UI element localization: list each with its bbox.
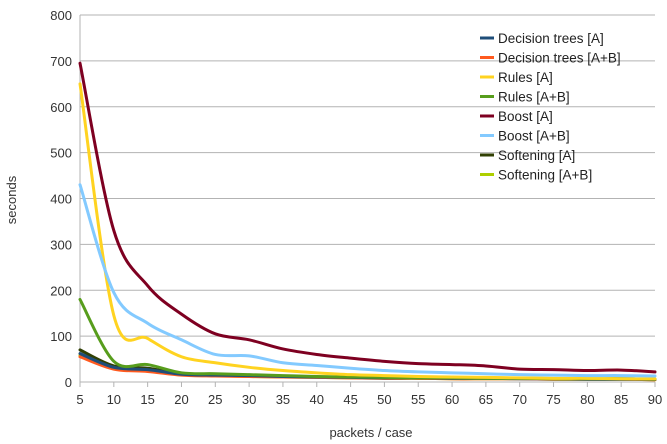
x-tick-label: 30 <box>242 392 256 407</box>
legend-entry-1: Decision trees [A+B] <box>498 51 621 66</box>
x-tick-label: 5 <box>76 392 83 407</box>
x-tick-label: 80 <box>580 392 594 407</box>
x-tick-labels: 5 10 15 20 25 30 35 40 45 50 55 60 65 70 75 80 85 90 <box>76 392 662 407</box>
y-tick-label: 300 <box>50 237 72 252</box>
legend-entry-2: Rules [A] <box>498 70 553 85</box>
x-tick-label: 85 <box>614 392 628 407</box>
x-tick-label: 90 <box>648 392 662 407</box>
y-tick-label: 400 <box>50 192 72 207</box>
x-axis-label: packets / case <box>329 425 412 440</box>
legend: Decision trees [A] Decision trees [A+B] Ru… <box>480 31 621 183</box>
x-tick-label: 35 <box>276 392 290 407</box>
legend-entry-3: Rules [A+B] <box>498 90 570 105</box>
series-line-5 <box>78 183 657 378</box>
x-tick-label: 40 <box>310 392 324 407</box>
series-line-2 <box>78 82 657 381</box>
x-tick-label: 70 <box>512 392 526 407</box>
legend-entry-0: Decision trees [A] <box>498 31 604 46</box>
x-tick-label: 65 <box>479 392 493 407</box>
y-tick-label: 100 <box>50 329 72 344</box>
x-tick-label: 25 <box>208 392 222 407</box>
legend-entry-7: Softening [A+B] <box>498 168 592 183</box>
y-tick-label: 500 <box>50 146 72 161</box>
x-tick-label: 55 <box>411 392 425 407</box>
legend-entry-4: Boost [A] <box>498 109 553 124</box>
x-tick-label: 10 <box>107 392 121 407</box>
x-tick-label: 20 <box>174 392 188 407</box>
x-tick-label: 45 <box>343 392 357 407</box>
series-line-4 <box>78 61 657 374</box>
x-tick-label: 75 <box>546 392 560 407</box>
grid-lines <box>80 14 655 383</box>
series-line-3 <box>78 297 657 381</box>
x-tick-label: 50 <box>377 392 391 407</box>
y-axis-label: seconds <box>4 175 19 224</box>
y-tick-labels: 0 100 200 300 400 500 600 700 800 <box>50 8 72 390</box>
y-tick-label: 700 <box>50 54 72 69</box>
x-tick-label: 15 <box>140 392 154 407</box>
y-tick-label: 800 <box>50 8 72 23</box>
y-tick-label: 0 <box>65 375 72 390</box>
legend-entry-5: Boost [A+B] <box>498 129 570 144</box>
y-tick-label: 600 <box>50 100 72 115</box>
y-tick-label: 200 <box>50 283 72 298</box>
legend-entry-6: Softening [A] <box>498 148 575 163</box>
axes <box>79 15 656 387</box>
x-tick-label: 60 <box>445 392 459 407</box>
series-lines <box>78 61 657 382</box>
